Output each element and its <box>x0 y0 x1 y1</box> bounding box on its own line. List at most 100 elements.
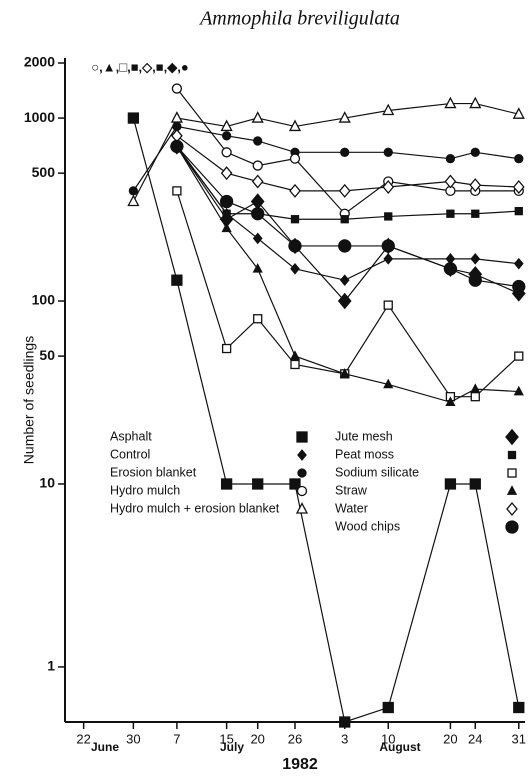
data-point <box>468 273 482 287</box>
legend-marker <box>297 468 307 478</box>
annotation: 1982 <box>282 756 318 773</box>
legend-label: Wood chips <box>335 519 400 533</box>
data-point <box>512 107 525 119</box>
data-point <box>170 111 183 123</box>
x-tick-label: 7 <box>173 731 180 746</box>
legend-item: Straw <box>335 483 518 497</box>
legend-item: Peat moss <box>335 447 517 461</box>
data-point <box>444 478 457 490</box>
data-point <box>253 314 263 324</box>
data-point <box>289 183 301 198</box>
legend-marker <box>506 485 518 495</box>
data-point <box>127 194 140 207</box>
y-tick-label: 500 <box>32 164 56 180</box>
legend-label: Water <box>335 501 368 515</box>
x-tick-label: 10 <box>381 731 395 746</box>
x-tick-label: 31 <box>512 731 526 746</box>
data-point <box>383 253 394 265</box>
data-point <box>444 174 457 189</box>
data-point <box>444 96 457 109</box>
data-point <box>470 392 480 402</box>
legend-item: Erosion blanket <box>110 465 307 479</box>
legend-marker <box>296 485 308 497</box>
annotation: June <box>91 740 119 754</box>
legend-marker <box>297 449 307 461</box>
series-line <box>132 117 520 723</box>
data-point <box>220 166 233 181</box>
legend-label: Sodium silicate <box>335 465 419 479</box>
data-point <box>172 186 182 196</box>
data-point <box>338 239 352 253</box>
data-point <box>381 239 395 253</box>
data-point <box>339 716 351 728</box>
x-tick-label: 20 <box>250 731 264 746</box>
data-point <box>221 131 232 141</box>
data-point <box>513 385 524 396</box>
legend-marker <box>505 520 519 534</box>
data-point <box>290 215 300 224</box>
data-point <box>219 194 234 209</box>
x-tick-label: 20 <box>443 731 457 746</box>
data-point <box>288 239 302 253</box>
x-tick-label: 30 <box>126 731 140 746</box>
data-point <box>340 147 350 157</box>
data-point <box>289 478 301 490</box>
data-point <box>382 701 394 714</box>
data-point <box>470 383 481 393</box>
y-tick-label: 100 <box>32 292 56 308</box>
legend-label: Hydro mulch <box>110 483 180 497</box>
legend-item: Wood chips <box>335 519 519 534</box>
data-point <box>443 262 458 276</box>
legend-item: Control <box>110 447 307 461</box>
data-point <box>512 179 525 195</box>
data-point <box>171 83 183 94</box>
data-point <box>471 209 480 218</box>
data-point <box>383 300 393 310</box>
legend-label: Straw <box>335 483 368 497</box>
data-point <box>382 179 395 195</box>
data-point <box>514 206 523 216</box>
data-point <box>513 257 524 270</box>
series-line <box>176 146 519 403</box>
legend-marker <box>507 468 517 478</box>
data-point <box>251 174 264 189</box>
data-point <box>222 209 231 218</box>
data-point <box>383 147 393 157</box>
y-tick-label: 2000 <box>24 54 55 70</box>
legend-item: Water <box>335 501 518 517</box>
series-line <box>132 102 519 202</box>
legend-label: Asphalt <box>110 429 152 443</box>
data-point <box>128 186 139 196</box>
series-line <box>176 135 519 192</box>
series-line <box>176 146 519 220</box>
legend-label: Erosion blanket <box>110 465 197 479</box>
data-point <box>446 209 455 218</box>
data-point <box>470 253 481 265</box>
legend-marker <box>295 502 309 514</box>
data-point <box>170 139 184 154</box>
data-point <box>513 701 525 714</box>
legend-label: Hydro mulch + erosion blanket <box>110 501 280 515</box>
data-point <box>171 274 183 286</box>
data-point <box>290 359 300 370</box>
legend-item: Hydro mulch + erosion blanket <box>110 501 309 515</box>
x-tick-label: 3 <box>341 731 348 746</box>
data-point <box>514 351 524 361</box>
legend-marker <box>506 501 518 517</box>
data-point <box>290 262 300 275</box>
legend-marker <box>507 450 517 460</box>
data-point <box>338 183 351 198</box>
data-point <box>514 154 524 164</box>
data-point <box>382 103 395 116</box>
annotation: July <box>220 740 244 754</box>
data-point <box>445 154 456 164</box>
annotation: August <box>379 740 420 754</box>
y-tick-label: 1000 <box>24 109 55 125</box>
data-point <box>288 119 302 132</box>
series-line <box>132 125 519 192</box>
data-point <box>383 378 394 389</box>
x-tick-label: 15 <box>219 731 233 746</box>
legend-label: Control <box>110 447 150 461</box>
data-point <box>221 147 232 158</box>
